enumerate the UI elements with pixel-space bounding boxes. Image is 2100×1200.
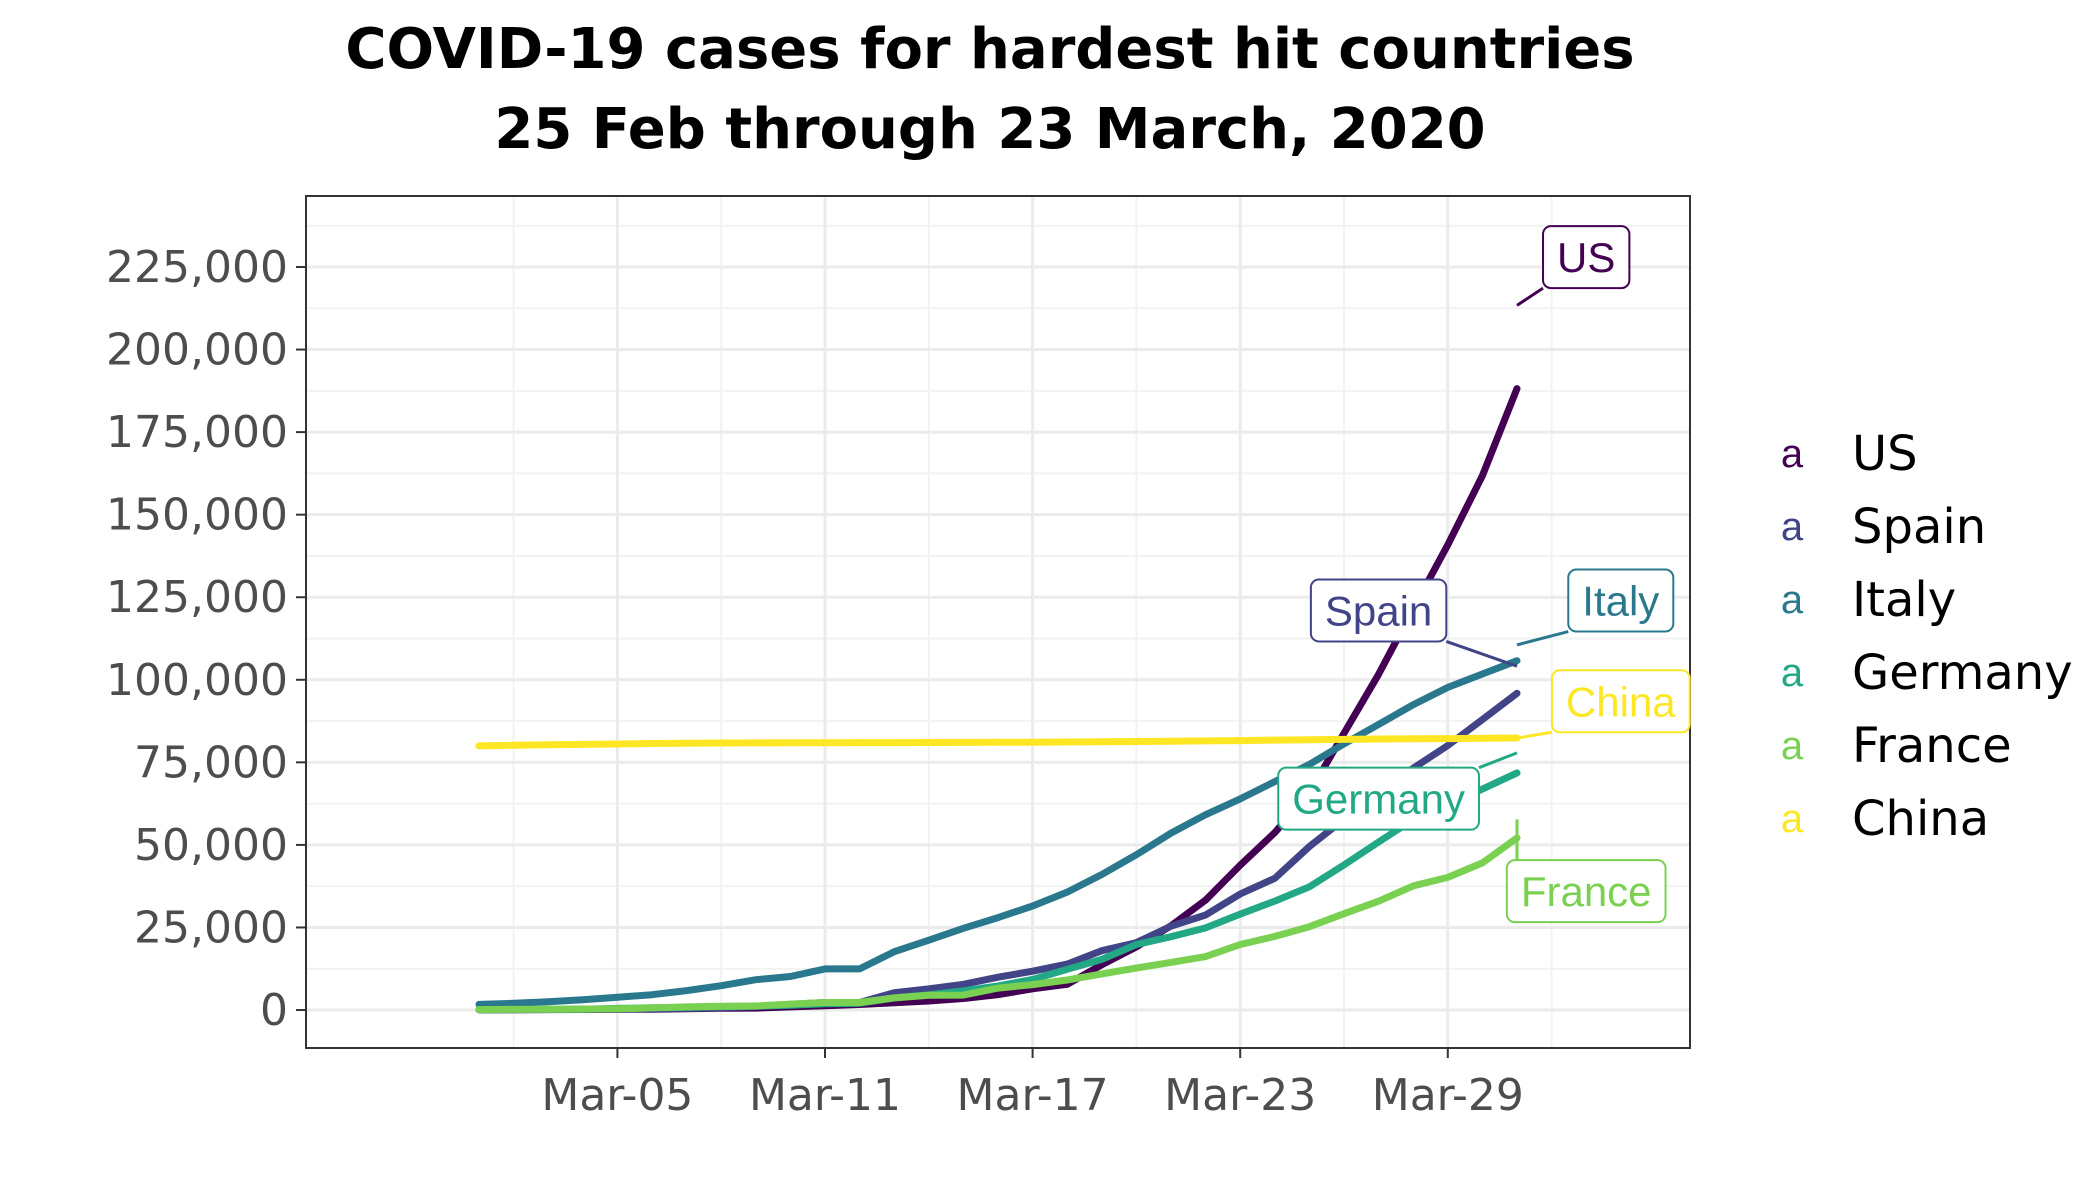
x-tick-label: Mar-29: [1372, 1070, 1524, 1121]
x-tick-label: Mar-05: [541, 1070, 693, 1121]
legend-entry-france: France: [1852, 718, 2012, 774]
series-label-box: [1309, 578, 1448, 643]
y-tick-label: 200,000: [106, 325, 288, 376]
y-tick-label: 175,000: [106, 407, 288, 458]
series-label-box: [1542, 225, 1631, 290]
series-label-text: Spain: [1325, 587, 1432, 634]
series-label-germany: Germany: [1277, 751, 1518, 831]
legend-key-germany: a: [1781, 651, 1804, 695]
chart-title-line-2: 25 Feb through 23 March, 2020: [494, 97, 1486, 162]
panel-border: [305, 195, 1691, 1049]
series-label-connector: [1516, 730, 1553, 740]
series-label-connector: [1516, 286, 1544, 307]
series-label-text: Italy: [1582, 578, 1659, 625]
series-label-connector: [1478, 751, 1518, 770]
series-label-china: China: [1516, 669, 1691, 740]
legend-entry-spain: Spain: [1852, 499, 1986, 555]
legend-key-italy: a: [1781, 578, 1804, 622]
series-line-china: [475, 734, 1521, 750]
series-line-france: [475, 834, 1521, 1014]
series-label-italy: Italy: [1516, 568, 1675, 647]
legend-key-us: a: [1781, 432, 1804, 476]
y-tick-label: 50,000: [134, 820, 288, 871]
y-tick-label: 225,000: [106, 242, 288, 293]
legend-entry-china: China: [1852, 791, 1989, 847]
series-label-box: [1567, 568, 1675, 633]
legend: a US a Spain a Italy a Germany a France a China: [1781, 426, 2073, 847]
series-label-text: Germany: [1292, 776, 1465, 823]
series-line-italy: [475, 657, 1521, 1008]
legend-key-china: a: [1781, 797, 1804, 841]
y-tick-label: 25,000: [134, 902, 288, 953]
legend-key-france: a: [1781, 724, 1804, 768]
grid-layer: [306, 196, 1690, 1048]
y-tick-label: 75,000: [134, 737, 288, 788]
plot-panel: [306, 196, 1690, 1048]
legend-entry-germany: Germany: [1852, 645, 2073, 701]
series-label-box: [1277, 766, 1480, 831]
series-label-us: US: [1516, 225, 1631, 307]
series-layer: [475, 385, 1521, 1014]
series-label-text: China: [1566, 678, 1676, 725]
x-tick-label: Mar-23: [1164, 1070, 1316, 1121]
legend-key-spain: a: [1781, 505, 1804, 549]
series-label-box: [1505, 859, 1667, 924]
series-label-connector: [1516, 630, 1569, 647]
series-label-france: France: [1505, 819, 1667, 924]
legend-entry-us: US: [1852, 426, 1918, 482]
x-tick-label: Mar-11: [749, 1070, 901, 1121]
chart-title: COVID-19 cases for hardest hit countries…: [300, 10, 1680, 170]
series-label-box: [1550, 669, 1691, 734]
x-tick-label: Mar-17: [957, 1070, 1109, 1121]
y-tick-label: 150,000: [106, 490, 288, 541]
series-label-text: France: [1521, 868, 1652, 915]
legend-entry-italy: Italy: [1852, 572, 1956, 628]
y-tick-label: 125,000: [106, 572, 288, 623]
chart-title-line-1: COVID-19 cases for hardest hit countries: [345, 17, 1635, 82]
y-tick-label: 0: [260, 985, 288, 1036]
series-label-connector: [1445, 640, 1518, 668]
series-label-text: US: [1557, 234, 1615, 281]
y-tick-label: 100,000: [106, 655, 288, 706]
series-label-layer: US Spain Italy China Germany France: [1277, 225, 1691, 924]
axis-layer: 0 25,000 50,000 75,000 100,000 125,000 150,000…: [106, 242, 1524, 1121]
series-label-spain: Spain: [1309, 578, 1518, 668]
